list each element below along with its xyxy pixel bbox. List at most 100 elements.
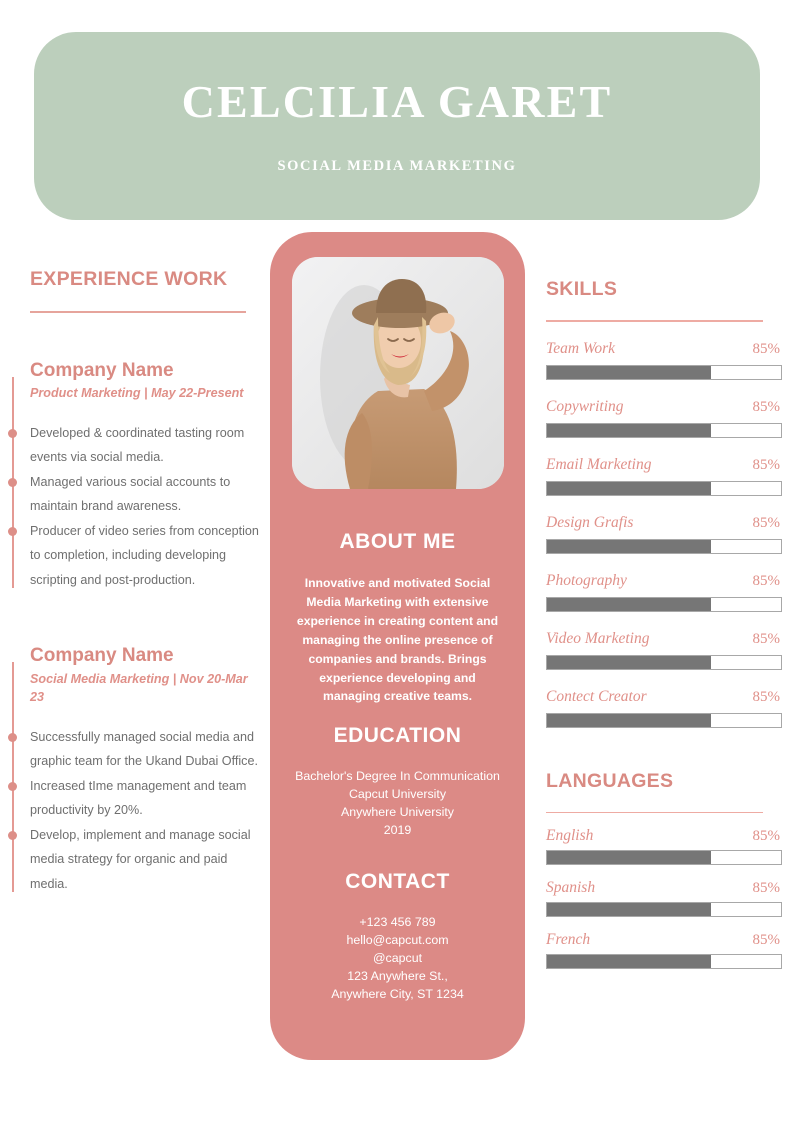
- skill-bar-fill: [547, 539, 711, 553]
- skill-percent: 85%: [752, 456, 781, 473]
- languages-list: English 85% Spanish 85% French 85%: [546, 827, 782, 969]
- skill-percent: 85%: [752, 340, 781, 357]
- skill-bar-track: [546, 422, 782, 438]
- skill-percent: 85%: [752, 932, 781, 948]
- language-row: French 85%: [546, 931, 782, 969]
- bullet-dot-icon: [8, 830, 17, 840]
- section-divider-experience: [30, 311, 246, 313]
- header-subtitle: SOCIAL MEDIA MARKETING: [277, 157, 517, 174]
- bullet-dot-icon: [8, 526, 17, 536]
- skill-percent: 85%: [752, 688, 781, 705]
- education-line: Capcut University: [348, 786, 447, 801]
- about-text: Innovative and motivated Social Media Ma…: [296, 576, 499, 704]
- language-row: English 85%: [546, 827, 782, 865]
- skill-bar-track: [546, 654, 782, 670]
- skill-header: Team Work 85%: [546, 340, 780, 358]
- section-title-skills: SKILLS: [546, 278, 618, 300]
- skill-label: French: [546, 931, 591, 948]
- about-section: ABOUT ME Innovative and motivated Social…: [270, 530, 525, 706]
- bullet-list: Successfully managed social media and gr…: [8, 725, 262, 897]
- experience-job: Company Name Social Media Marketing | Nov…: [8, 644, 262, 897]
- list-item: Developed & coordinated tasting room eve…: [8, 421, 262, 470]
- company-name: Company Name: [30, 645, 174, 667]
- skill-header: English 85%: [546, 827, 780, 845]
- skill-percent: 85%: [752, 572, 781, 589]
- section-divider-skills: [546, 320, 763, 322]
- skill-label: Copywriting: [546, 397, 624, 415]
- education-section: EDUCATION Bachelor's Degree In Communica…: [270, 724, 525, 840]
- company-role: Product Marketing | May 22-Present: [30, 386, 244, 401]
- portrait-photo-icon: [292, 257, 504, 489]
- skill-header: Design Grafis 85%: [546, 514, 780, 532]
- skill-bar-track: [546, 850, 782, 865]
- skill-bar-track: [546, 480, 782, 496]
- language-row: Spanish 85%: [546, 879, 782, 917]
- skill-bar-track: [546, 364, 782, 380]
- skill-percent: 85%: [752, 514, 781, 531]
- skill-header: Contect Creator 85%: [546, 688, 780, 706]
- list-item: Producer of video series from conception…: [8, 519, 262, 593]
- contact-section: CONTACT +123 456 789 hello@capcut.com @cap…: [270, 870, 525, 1004]
- skill-label: Contect Creator: [546, 687, 647, 705]
- contact-line: +123 456 789: [359, 915, 436, 929]
- skill-row: Photography 85%: [546, 571, 782, 612]
- skill-bar-fill: [547, 365, 711, 379]
- list-item: Managed various social accounts to maint…: [8, 470, 262, 519]
- skill-row: Video Marketing 85%: [546, 630, 782, 670]
- about-heading: ABOUT ME: [339, 530, 456, 553]
- experience-job: Company Name Product Marketing | May 22-P…: [8, 359, 262, 593]
- header-banner: CELCILIA GARET SOCIAL MEDIA MARKETING: [34, 32, 760, 220]
- bullet-list: Developed & coordinated tasting room eve…: [8, 421, 262, 593]
- skill-header: Spanish 85%: [546, 879, 780, 897]
- skill-percent: 85%: [752, 828, 781, 844]
- skill-row: Contect Creator 85%: [546, 688, 782, 728]
- skill-label: Team Work: [546, 339, 616, 357]
- skill-bar-fill: [547, 903, 711, 916]
- skill-bar-track: [546, 954, 782, 969]
- skill-row: Design Grafis 85%: [546, 514, 782, 554]
- company-name: Company Name: [30, 359, 174, 381]
- contact-lines: +123 456 789 hello@capcut.com @capcut 123 A…: [284, 914, 511, 1004]
- contact-line: 123 Anywhere St.,: [347, 968, 448, 983]
- company-role: Social Media Marketing | Nov 20-Mar 23: [30, 672, 248, 705]
- skill-bar-fill: [547, 713, 711, 727]
- timeline-line: [12, 662, 14, 893]
- skill-percent: 85%: [752, 398, 781, 415]
- bullet-dot-icon: [8, 781, 17, 791]
- skill-row: Copywriting 85%: [546, 398, 782, 438]
- list-item: Develop, implement and manage social med…: [8, 823, 262, 897]
- skill-label: Email Marketing: [546, 455, 652, 473]
- skill-row: Team Work 85%: [546, 340, 782, 380]
- section-divider-languages: [546, 811, 763, 813]
- skill-header: Copywriting 85%: [546, 398, 780, 416]
- profile-card: ABOUT ME Innovative and motivated Social…: [270, 232, 525, 1060]
- languages-section: LANGUAGES English 85% Spanish 85% French 85%: [546, 769, 782, 969]
- skills-column: SKILLS Team Work 85% Copywriting 85% Email M…: [546, 278, 782, 969]
- education-line: Anywhere University: [341, 804, 454, 819]
- avatar: [292, 257, 504, 489]
- skill-label: Design Grafis: [546, 513, 634, 531]
- bullet-dot-icon: [8, 477, 17, 487]
- skill-label: English: [546, 827, 594, 844]
- skill-header: Video Marketing 85%: [546, 630, 780, 648]
- education-line: Bachelor's Degree In Communication: [295, 769, 500, 783]
- skill-header: French 85%: [546, 931, 780, 949]
- skill-bar-fill: [547, 597, 711, 611]
- skill-bar-track: [546, 538, 782, 554]
- skill-bar-fill: [547, 481, 711, 495]
- skill-label: Video Marketing: [546, 629, 650, 647]
- bullet-dot-icon: [8, 428, 17, 438]
- education-lines: Bachelor's Degree In Communication Capcut…: [284, 768, 511, 840]
- skill-percent: 85%: [752, 630, 781, 647]
- skill-label: Photography: [546, 571, 627, 589]
- skill-header: Email Marketing 85%: [546, 456, 780, 474]
- contact-line: Anywhere City, ST 1234: [331, 986, 464, 1001]
- skills-list: Team Work 85% Copywriting 85% Email Marketin…: [546, 340, 782, 728]
- list-item: Successfully managed social media and gr…: [8, 725, 262, 774]
- skill-bar-fill: [547, 423, 711, 437]
- section-title-experience: EXPERIENCE WORK: [30, 268, 228, 290]
- skill-bar-fill: [547, 655, 711, 669]
- bullet-dot-icon: [8, 732, 17, 742]
- skill-percent: 85%: [752, 880, 781, 896]
- section-title-languages: LANGUAGES: [546, 769, 674, 792]
